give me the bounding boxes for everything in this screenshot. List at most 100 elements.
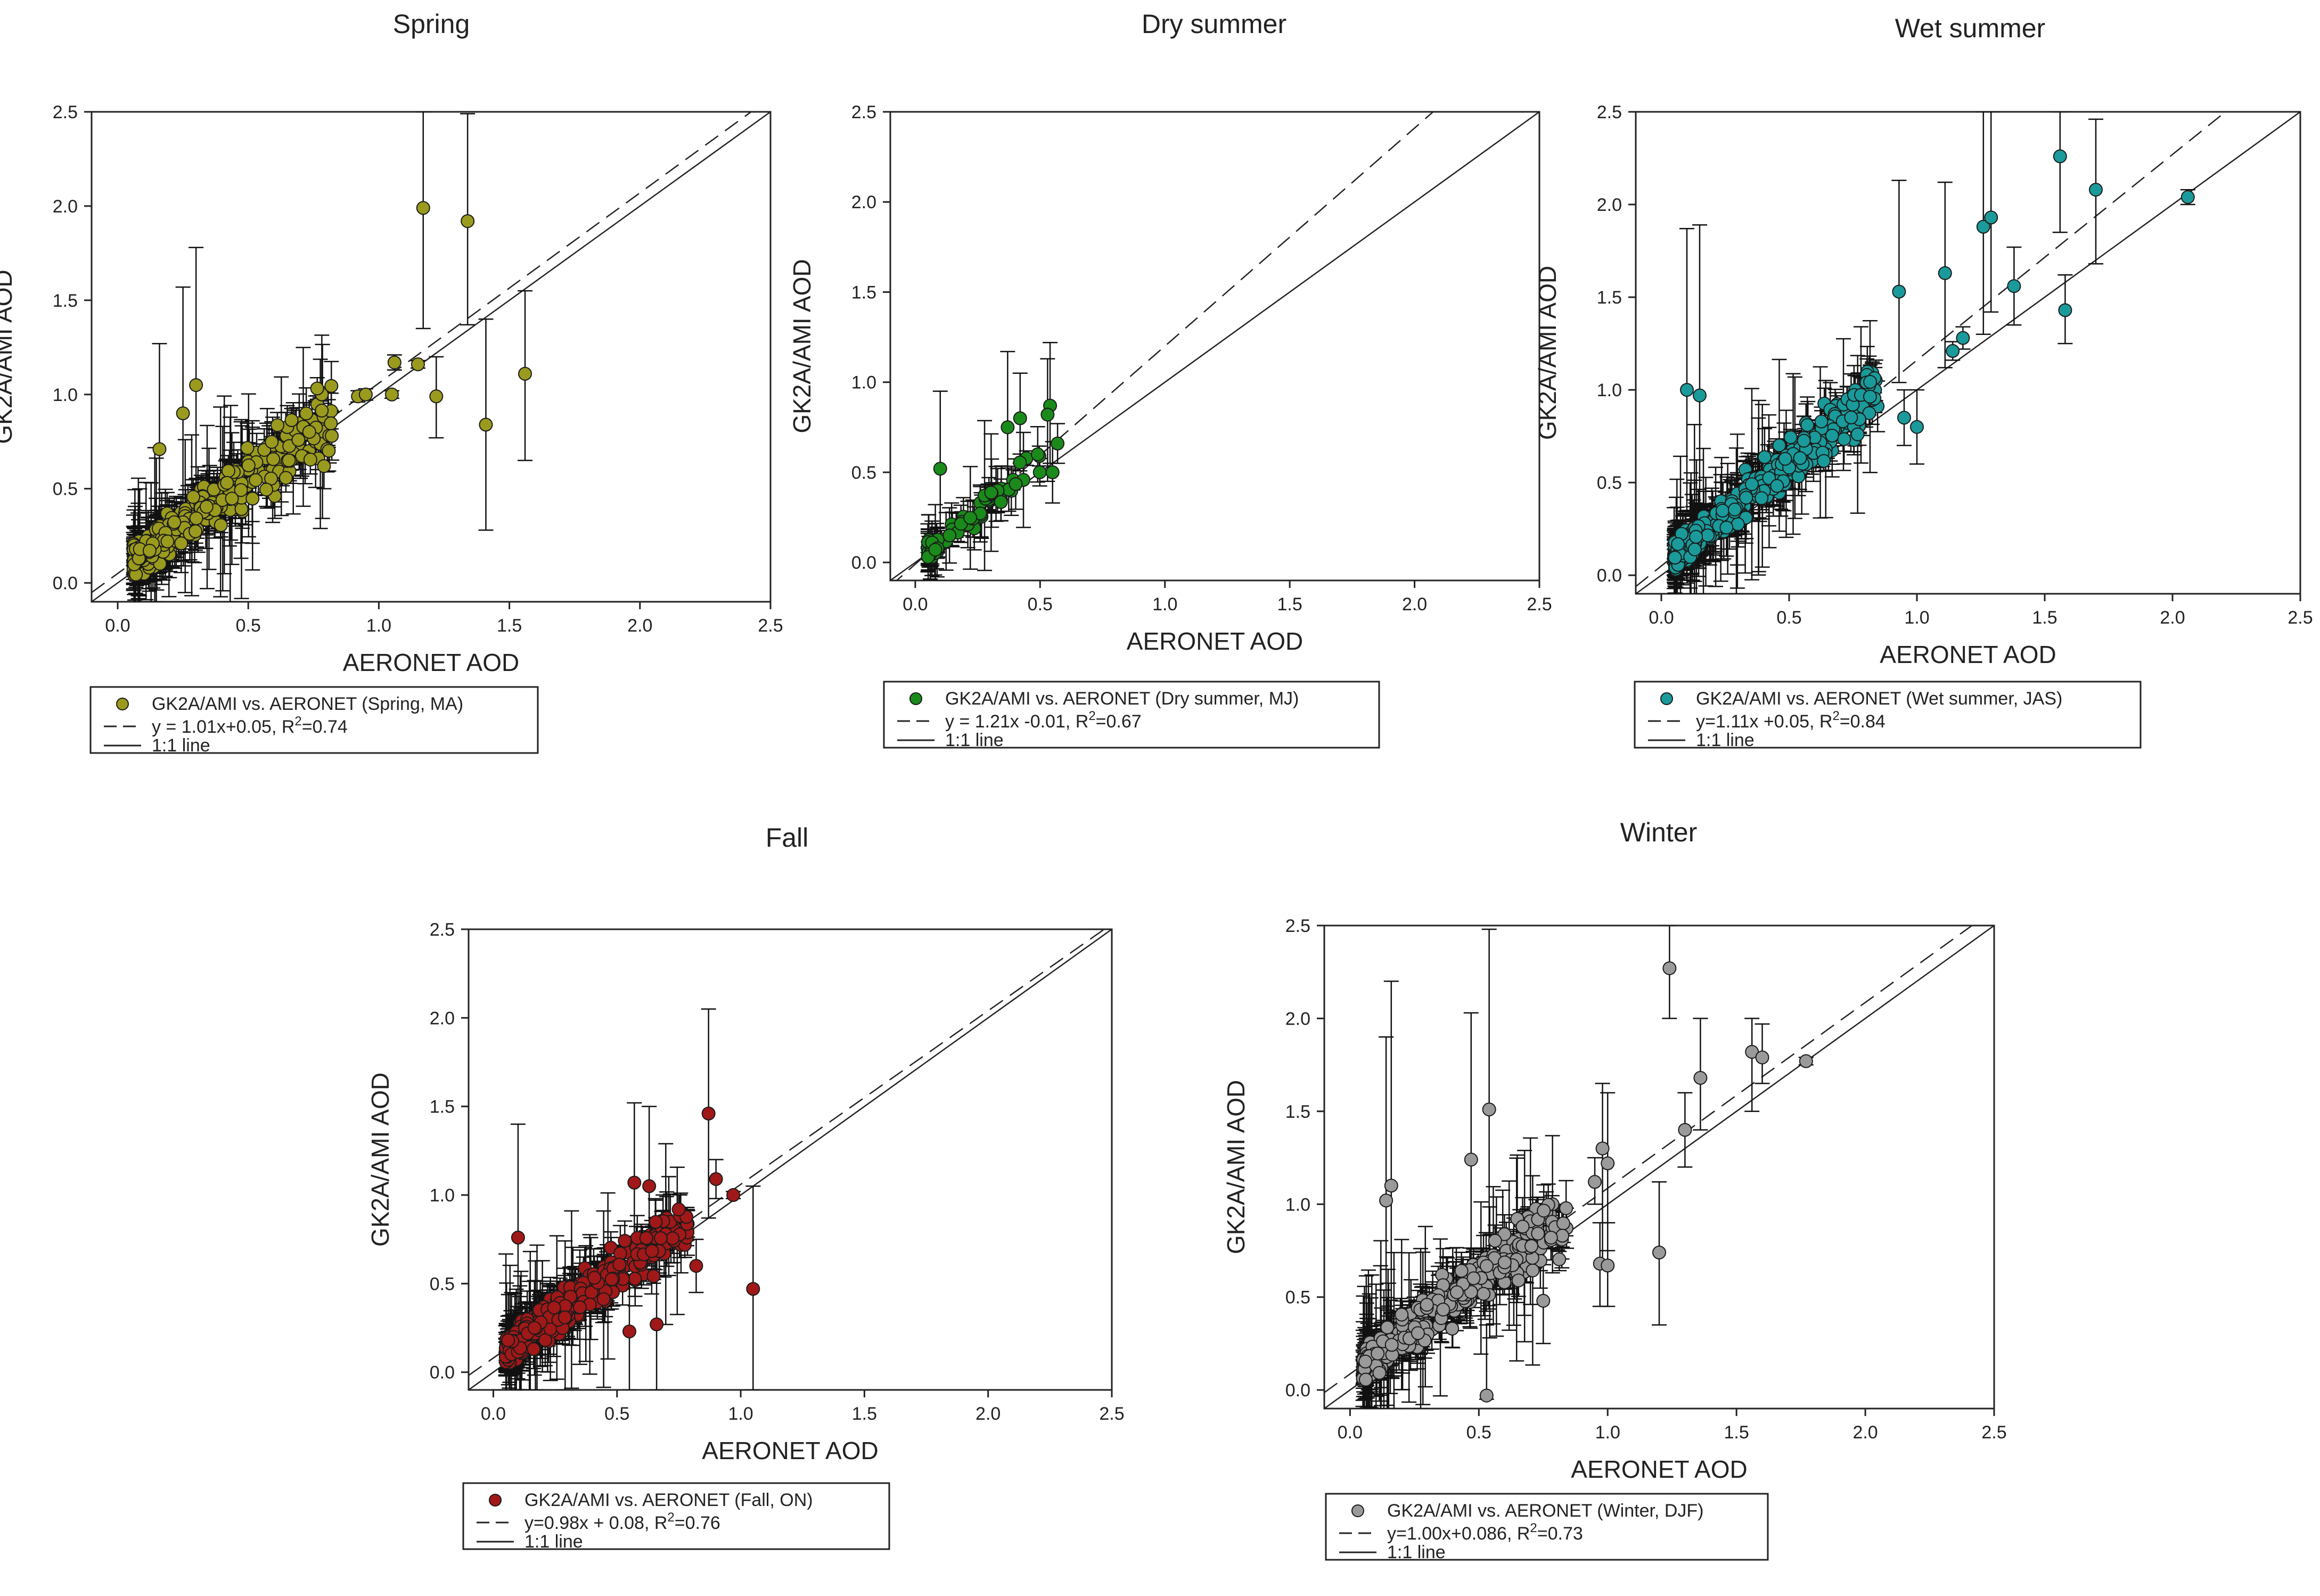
data-point — [234, 483, 248, 497]
y-axis-label: GK2A/AMI AOD — [1534, 266, 1561, 440]
data-layer — [890, 112, 1539, 580]
data-point — [1817, 454, 1831, 468]
y-tick-label: 1.0 — [1597, 380, 1622, 400]
data-point — [387, 355, 401, 370]
x-tick-label: 0.0 — [481, 1404, 506, 1424]
y-axis-label: GK2A/AMI AOD — [0, 269, 17, 444]
chart-title: Spring — [393, 9, 470, 39]
legend-fit-superscript: 2 — [1832, 709, 1839, 723]
data-point — [1844, 410, 1858, 424]
data-point — [2053, 149, 2067, 163]
chart-panel: Wet summer 0.0 0.0 0.5 0.5 1.0 1.0 1.5 1.5 2.0 2.0… — [1534, 13, 2313, 750]
data-point — [240, 441, 255, 455]
plot-frame — [91, 111, 772, 603]
y-tick-label: 2.5 — [1597, 102, 1622, 122]
y-tick-label: 1.0 — [430, 1185, 455, 1206]
x-axis-label: AERONET AOD — [343, 649, 519, 676]
data-point — [315, 404, 329, 418]
legend: GK2A/AMI vs. AERONET (Spring, MA)y = 1.0… — [89, 686, 539, 756]
regression-line — [1636, 112, 2227, 587]
plot-frame — [889, 111, 1540, 582]
data-point — [1032, 465, 1047, 479]
data-point — [225, 492, 239, 506]
x-tick-label: 1.5 — [2032, 608, 2057, 628]
x-tick-label: 2.0 — [975, 1404, 1001, 1424]
legend-fit-r2: =0.74 — [302, 717, 348, 737]
data-point — [1687, 542, 1702, 556]
chart-panel: Dry summer 0.0 0.0 0.5 0.5 1.0 1.0 1.5 1.5 2.0 2.0… — [788, 9, 1552, 750]
x-tick-label: 2.0 — [1402, 594, 1427, 615]
data-point — [1051, 436, 1065, 451]
x-tick-label: 2.0 — [627, 616, 652, 636]
y-tick-label: 1.5 — [1597, 288, 1622, 308]
x-tick-label: 2.5 — [2288, 608, 2313, 628]
data-point — [461, 214, 475, 228]
data-point — [199, 500, 214, 514]
data-point — [221, 464, 235, 478]
data-point — [152, 442, 167, 456]
data-point — [429, 389, 444, 404]
data-point — [384, 387, 399, 402]
data-point — [270, 418, 284, 432]
data-point — [1984, 210, 1998, 225]
y-tick-label: 1.0 — [851, 373, 876, 393]
data-layer — [1636, 112, 2300, 594]
data-point — [189, 511, 203, 526]
data-point — [1693, 388, 1707, 403]
data-point — [1719, 520, 1734, 535]
x-tick-label: 1.5 — [1277, 594, 1302, 615]
legend-fit-text: y = 1.21x -0.01, R — [945, 711, 1088, 732]
data-point — [963, 511, 978, 525]
legend-fit-label: y = 1.21x -0.01, R2=0.67 — [945, 709, 1142, 732]
chart-title: Dry summer — [1142, 9, 1286, 39]
data-point — [186, 490, 200, 504]
legend-box — [883, 681, 1380, 749]
data-point — [324, 416, 338, 430]
data-point — [1837, 432, 1851, 446]
y-tick-label: 2.0 — [1597, 195, 1622, 215]
y-tick-label: 2.0 — [53, 197, 78, 217]
data-point — [411, 357, 425, 372]
data-point — [1783, 430, 1798, 445]
legend-line-label: 1:1 line — [945, 730, 1004, 750]
data-point — [416, 201, 430, 215]
legend-marker — [1660, 692, 1673, 705]
data-point — [160, 534, 175, 549]
data-point — [1739, 490, 1753, 505]
y-tick-label: 2.5 — [851, 102, 876, 122]
data-point — [1701, 528, 1715, 543]
data-point — [266, 452, 281, 466]
x-tick-label: 1.0 — [728, 1404, 753, 1424]
data-point — [324, 379, 339, 393]
data-point — [1040, 407, 1055, 422]
data-point — [942, 528, 957, 543]
legend-fit-label: y=1.11x +0.05, R2=0.84 — [1696, 709, 1885, 732]
data-point — [167, 515, 182, 529]
data-point — [265, 435, 279, 449]
data-point — [188, 524, 203, 538]
plot-frame — [1635, 111, 2301, 595]
legend-marker — [909, 692, 922, 705]
data-point — [479, 418, 493, 432]
legend-box — [1634, 681, 2142, 749]
x-axis-label: AERONET AOD — [702, 1437, 878, 1464]
data-point — [214, 518, 228, 533]
x-axis-label: AERONET AOD — [1127, 627, 1303, 655]
legend-fit-superscript: 2 — [1088, 709, 1095, 723]
y-tick-label: 0.0 — [851, 553, 876, 573]
data-point — [1772, 438, 1786, 453]
x-tick-label: 2.0 — [2160, 608, 2185, 628]
data-point — [282, 453, 296, 468]
data-point — [245, 492, 260, 506]
data-point — [278, 471, 293, 485]
data-point — [1910, 420, 1924, 434]
data-point — [1778, 452, 1792, 466]
y-tick-label: 0.5 — [53, 479, 78, 500]
y-tick-label: 1.5 — [430, 1097, 455, 1117]
legend-fit-label: y = 1.01x+0.05, R2=0.74 — [152, 714, 348, 737]
y-tick-label: 0.0 — [53, 574, 78, 594]
legend-series-label: GK2A/AMI vs. AERONET (Dry summer, MJ) — [945, 689, 1299, 709]
data-point — [2180, 190, 2195, 204]
legend-line-label: 1:1 line — [152, 735, 210, 756]
y-tick-label: 0.5 — [851, 463, 876, 483]
